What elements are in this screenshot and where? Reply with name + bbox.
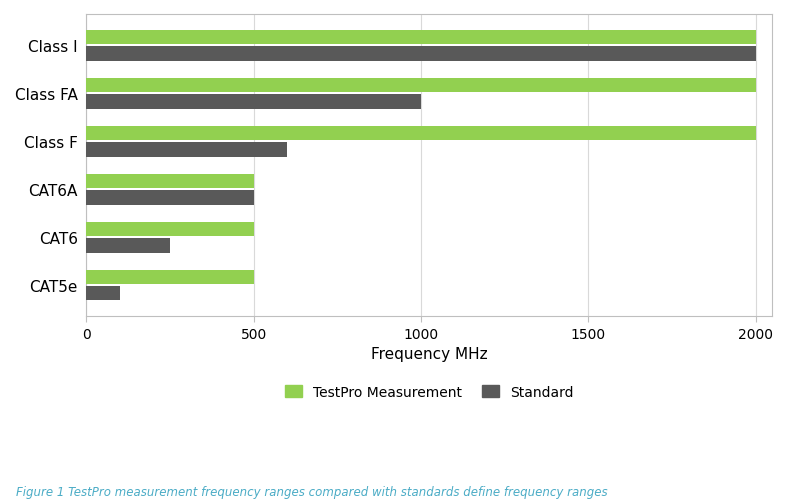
- Bar: [86, 143, 287, 157]
- Bar: [86, 174, 254, 189]
- Bar: [86, 31, 756, 45]
- Bar: [86, 287, 119, 301]
- Bar: [86, 47, 756, 62]
- Bar: [86, 127, 756, 141]
- Bar: [86, 222, 254, 236]
- Bar: [86, 95, 421, 109]
- Text: Figure 1 TestPro measurement frequency ranges compared with standards define fre: Figure 1 TestPro measurement frequency r…: [16, 485, 608, 498]
- Bar: [86, 191, 254, 205]
- Bar: [86, 270, 254, 285]
- Bar: [86, 79, 756, 93]
- Legend: TestPro Measurement, Standard: TestPro Measurement, Standard: [278, 378, 581, 406]
- Bar: [86, 238, 170, 253]
- X-axis label: Frequency MHz: Frequency MHz: [371, 347, 487, 362]
